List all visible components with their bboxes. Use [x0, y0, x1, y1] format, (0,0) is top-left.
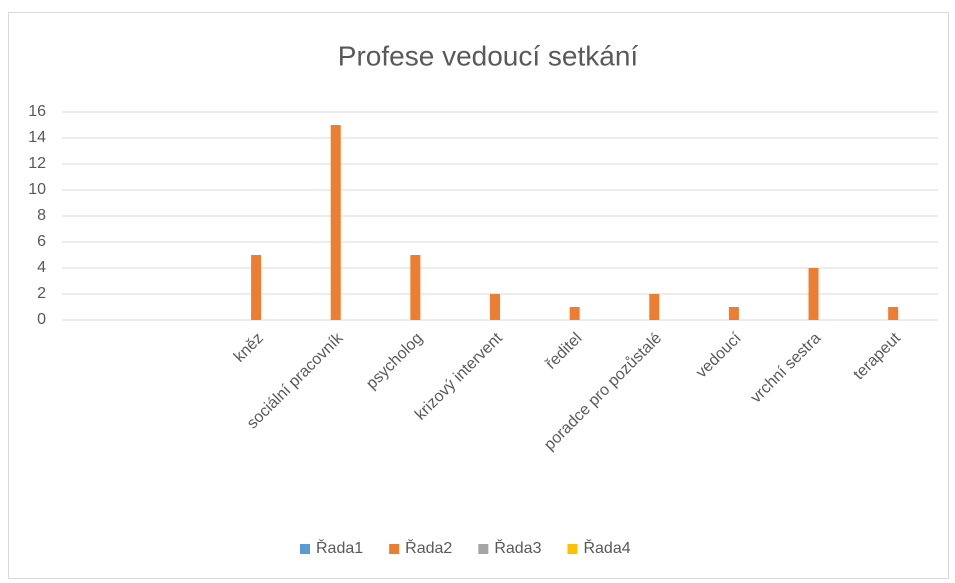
legend-swatch [300, 544, 310, 554]
legend-swatch [567, 544, 578, 554]
legend-label: Řada1 [316, 538, 363, 557]
y-tick-label: 8 [37, 207, 46, 224]
legend-label: Řada2 [405, 538, 452, 557]
y-tick-label: 6 [37, 233, 46, 250]
bar [728, 307, 739, 320]
y-tick-label: 12 [28, 155, 46, 172]
bar [490, 294, 500, 320]
legend-swatch [478, 544, 489, 554]
y-tick-label: 4 [37, 259, 46, 276]
bar [410, 255, 421, 320]
legend-swatch [389, 544, 400, 554]
bar [251, 255, 262, 320]
y-tick-label: 0 [37, 311, 46, 328]
y-tick-label: 14 [28, 129, 46, 146]
y-tick-label: 16 [28, 103, 46, 120]
chart-title: Profese vedoucí setkání [338, 40, 639, 71]
bar [649, 294, 660, 320]
legend-label: Řada3 [494, 538, 541, 557]
legend-label: Řada4 [583, 538, 630, 557]
bar [330, 125, 341, 320]
y-tick-label: 10 [28, 181, 46, 198]
chart-frame [8, 12, 949, 579]
bar [888, 307, 899, 320]
bar [808, 268, 819, 320]
y-tick-label: 2 [37, 285, 46, 302]
bar [569, 307, 580, 320]
